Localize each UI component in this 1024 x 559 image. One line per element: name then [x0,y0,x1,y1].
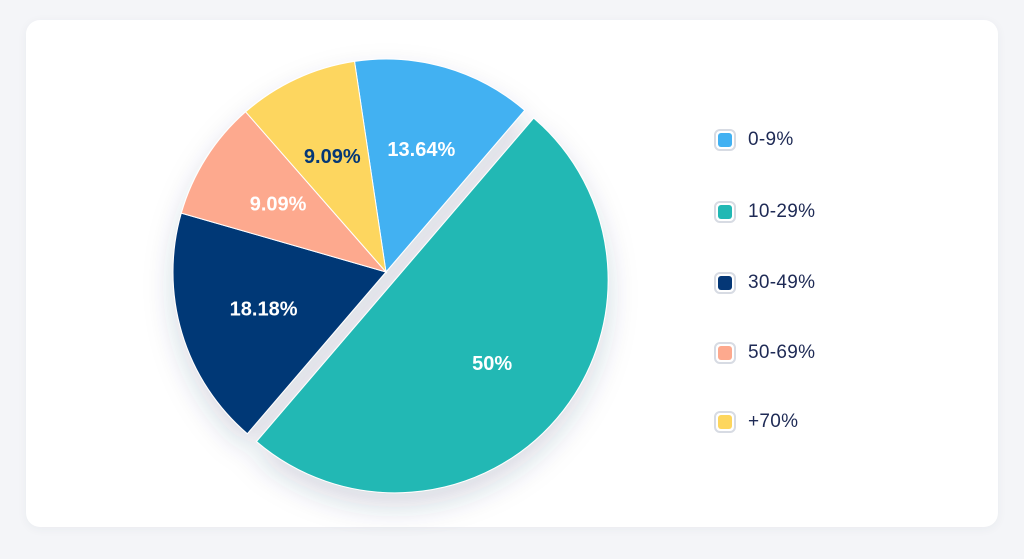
color-swatch [718,133,732,147]
legend-label: 50-69% [748,342,816,363]
pie-slice-50-69[interactable] [180,111,388,273]
legend: 0-9% 10-29% 30-49% 50-69% +70% [714,0,954,559]
legend-item-70-plus[interactable]: +70% [714,408,798,436]
legend-swatch [714,272,736,294]
legend-label: 30-49% [748,272,816,293]
legend-swatch [714,201,736,223]
legend-label: 10-29% [748,201,816,222]
legend-item-30-49[interactable]: 30-49% [714,269,815,297]
slice-value-label: 9.09% [304,146,361,168]
slice-value-label: 13.64% [387,139,455,161]
legend-swatch [714,129,736,151]
legend-label: 0-9% [748,129,794,150]
legend-item-10-29[interactable]: 10-29% [714,198,815,226]
pie-slice-10-29[interactable] [255,117,609,494]
color-swatch [718,346,732,360]
slice-value-label: 50% [472,353,512,375]
legend-label: +70% [748,411,799,432]
pie-slice-0-9[interactable] [353,58,526,274]
color-swatch [718,205,732,219]
color-swatch [718,415,732,429]
pie-slice-70[interactable] [244,60,387,274]
slice-value-label: 9.09% [250,193,307,215]
legend-item-0-9[interactable]: 0-9% [714,126,794,154]
pie-slice-30-49[interactable] [172,212,387,435]
legend-swatch [714,411,736,433]
legend-swatch [714,342,736,364]
slice-value-label: 18.18% [230,299,298,321]
legend-item-50-69[interactable]: 50-69% [714,339,815,367]
color-swatch [718,276,732,290]
